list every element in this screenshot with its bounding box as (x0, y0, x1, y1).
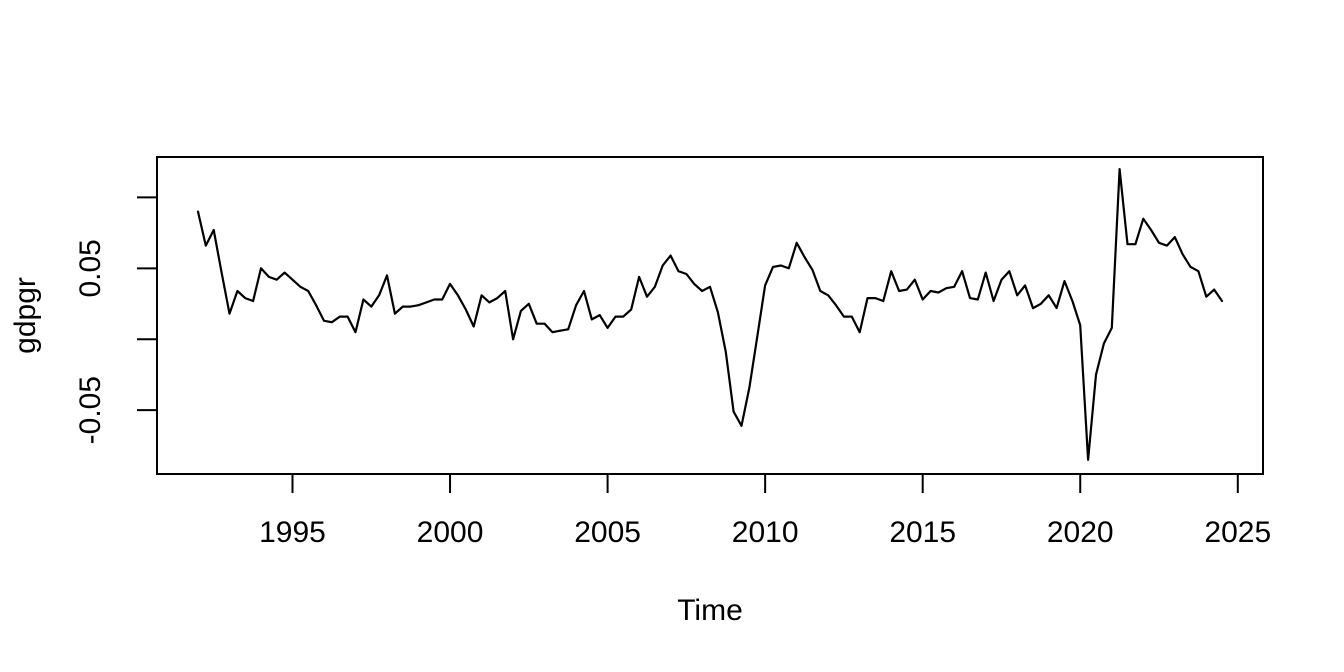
plot-border-box (156, 156, 1264, 475)
x-tick-label: 2025 (1204, 516, 1271, 549)
x-tick-label: 2020 (1047, 516, 1114, 549)
x-axis-ticks: 1995 2000 2005 2010 2015 2020 2025 (259, 474, 1271, 549)
y-axis-title: gdpgr (9, 277, 42, 354)
x-tick-label: 2015 (889, 516, 956, 549)
y-tick-label: 0.05 (74, 239, 107, 297)
y-axis-ticks: -0.05 0.05 (74, 196, 157, 444)
x-tick-label: 1995 (259, 516, 326, 549)
x-tick-label: 2010 (732, 516, 799, 549)
y-tick-label: -0.05 (74, 376, 107, 444)
x-axis-title: Time (677, 594, 743, 627)
x-tick-label: 2005 (574, 516, 641, 549)
x-tick-label: 2000 (417, 516, 484, 549)
gdpgr-series-line (196, 168, 1224, 461)
